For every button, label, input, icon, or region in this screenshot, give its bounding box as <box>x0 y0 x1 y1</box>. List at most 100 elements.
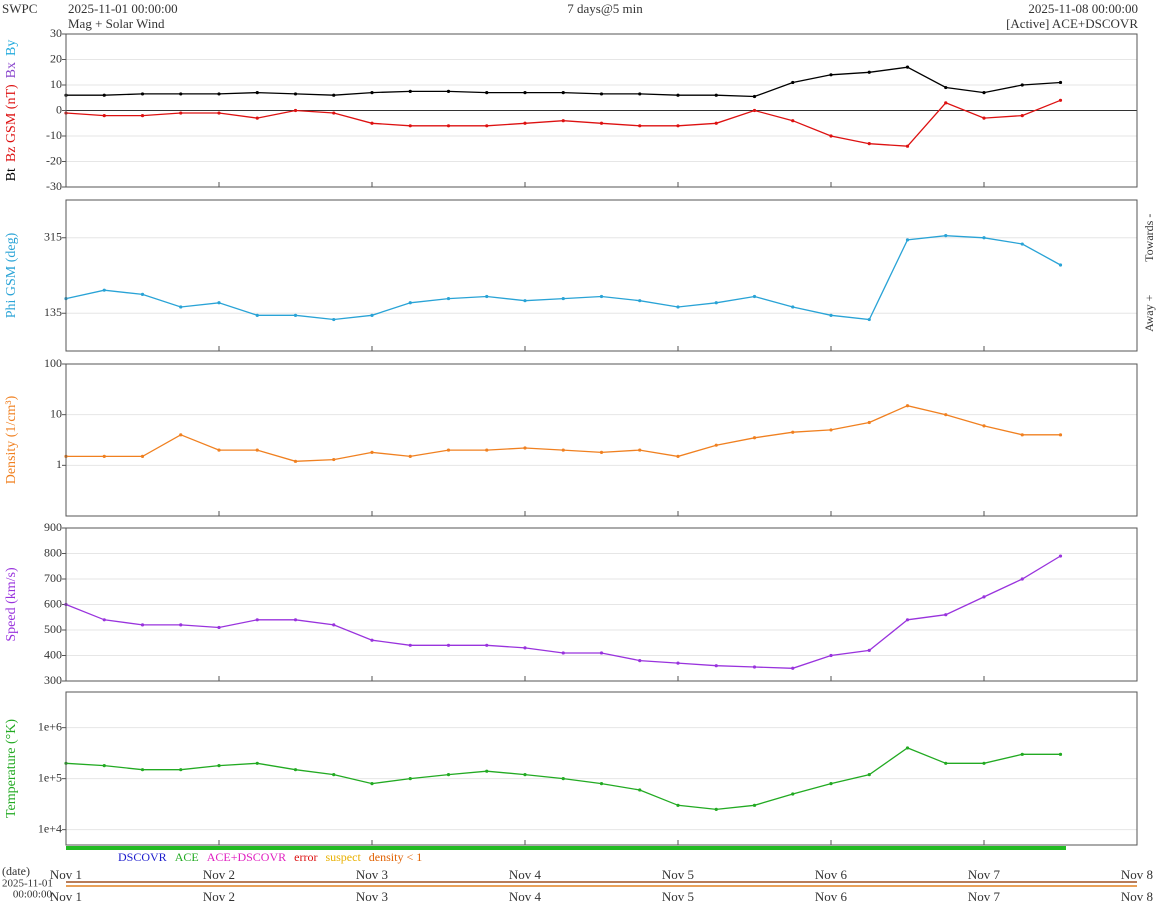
data-point <box>982 761 986 765</box>
data-point <box>370 313 374 317</box>
legend-entry: suspect <box>325 850 361 864</box>
data-point <box>638 299 642 303</box>
data-point <box>217 448 221 452</box>
start-clock: 00:00:00 <box>13 889 53 901</box>
data-point <box>791 305 795 309</box>
data-point <box>982 91 986 95</box>
data-point <box>370 121 374 125</box>
data-point <box>752 665 757 669</box>
data-point <box>638 659 642 663</box>
x-tick-label: Nov 8 <box>1121 867 1153 882</box>
data-point <box>867 420 871 425</box>
data-point <box>982 236 986 240</box>
data-point <box>370 450 374 454</box>
legend-entry: ACE+DSCOVR <box>207 850 286 864</box>
data-point <box>255 618 259 622</box>
y-tick-label: 135 <box>44 305 62 319</box>
x-tick-label: Nov 7 <box>968 889 1001 904</box>
source: [Active] ACE+DSCOVR <box>1006 16 1138 31</box>
data-point <box>332 111 336 115</box>
data-point <box>752 803 757 807</box>
data-point <box>676 124 680 128</box>
data-point <box>1058 80 1063 85</box>
y-axis-label: Speed (km/s) <box>4 567 19 642</box>
data-point <box>561 651 565 655</box>
data-point <box>179 623 183 627</box>
data-point <box>829 653 833 658</box>
end-time: 2025-11-08 00:00:00 <box>1028 1 1138 16</box>
data-point <box>332 623 336 627</box>
data-point <box>485 448 489 452</box>
data-point <box>791 80 795 85</box>
panel-frame <box>65 691 1138 846</box>
data-point <box>102 114 106 118</box>
data-point <box>982 595 986 599</box>
data-point <box>829 428 833 432</box>
data-point <box>867 317 871 322</box>
x-tick-label: Nov 3 <box>356 867 388 882</box>
data-point <box>676 93 680 97</box>
data-point <box>676 661 680 665</box>
data-point <box>1058 263 1063 267</box>
data-point <box>638 788 642 792</box>
data-point <box>714 664 718 668</box>
y-axis-label-part: Bz GSM (nT) <box>4 84 19 162</box>
right-label: Away + <box>1142 294 1156 332</box>
data-point <box>944 761 948 765</box>
y-tick-label: 0 <box>56 102 62 116</box>
data-point <box>523 446 527 450</box>
data-point <box>523 121 527 125</box>
y-tick-label: 20 <box>50 51 62 65</box>
x-tick-label: Nov 1 <box>50 889 82 904</box>
data-point <box>523 91 527 95</box>
data-point <box>485 769 489 773</box>
right-label: Towards - <box>1142 214 1156 262</box>
data-point <box>944 613 948 617</box>
data-point <box>140 768 145 772</box>
y-axis-label-part: Bx <box>4 62 19 78</box>
data-point <box>446 124 451 128</box>
data-point <box>905 746 910 750</box>
data-point <box>179 305 183 309</box>
subtitle: Mag + Solar Wind <box>68 16 165 31</box>
y-tick-label: -20 <box>46 153 62 167</box>
data-point <box>446 643 451 647</box>
y-axis-label-part: By <box>4 40 19 56</box>
data-point <box>791 666 795 670</box>
data-point <box>638 92 642 96</box>
y-tick-label: 500 <box>44 622 62 636</box>
series-line <box>66 405 1061 462</box>
series-line <box>65 235 1061 321</box>
data-point <box>408 777 412 781</box>
data-point <box>599 781 604 786</box>
y-tick-label: 800 <box>44 545 62 559</box>
data-point <box>599 294 604 299</box>
y-tick-label: 30 <box>50 26 62 40</box>
data-point <box>332 773 336 777</box>
y-tick-label: -10 <box>46 128 62 142</box>
data-point <box>829 73 833 77</box>
data-point <box>102 764 106 768</box>
data-point <box>255 116 259 120</box>
y-tick-label: 315 <box>44 230 62 244</box>
data-point <box>905 238 910 242</box>
data-point <box>102 454 106 459</box>
y-axis-label-part: Bt <box>4 168 19 181</box>
data-point <box>370 91 374 95</box>
data-point <box>1058 752 1063 756</box>
data-point <box>1058 98 1063 102</box>
data-point <box>791 119 795 123</box>
data-point <box>332 93 336 97</box>
data-point <box>293 108 298 113</box>
data-point <box>905 404 910 408</box>
data-point <box>370 781 374 786</box>
data-point <box>1020 83 1024 87</box>
y-tick-label: 700 <box>44 571 62 585</box>
x-tick-label: Nov 3 <box>356 889 388 904</box>
y-tick-label: 1e+5 <box>38 770 62 784</box>
data-point <box>829 134 833 138</box>
y-tick-label: 400 <box>44 647 62 661</box>
data-point <box>485 91 489 95</box>
data-point <box>944 234 948 238</box>
